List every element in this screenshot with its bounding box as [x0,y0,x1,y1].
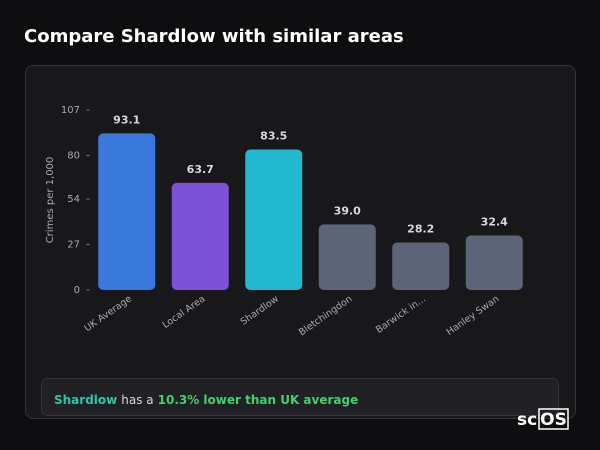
value-label: 63.7 [187,163,214,176]
value-label: 83.5 [260,130,287,143]
value-label: 39.0 [334,204,361,217]
bar [392,242,450,290]
y-tick-label: 80 [67,150,80,161]
bar [318,224,376,290]
logo-left: sc [517,410,537,430]
summary-highlight: 10.3% lower than UK average [158,393,359,407]
logo-boxed: OS [540,410,567,430]
y-axis-label: Crimes per 1,000 [45,157,56,244]
bar [245,149,303,290]
summary-box [41,378,559,416]
logo-box [538,408,569,430]
bar [465,235,523,290]
page-title: Compare Shardlow with similar areas [24,26,404,47]
value-label: 28.2 [407,223,434,236]
y-tick-label: 0 [74,285,80,296]
bar [171,182,229,290]
summary-area: Shardlow [54,393,117,407]
bar [98,133,156,290]
summary: Shardlow has a 10.3% lower than UK average [54,393,358,407]
summary-text: has a [121,393,153,407]
value-label: 32.4 [481,215,508,228]
y-tick-label: 54 [67,194,80,205]
y-tick-label: 107 [61,105,80,116]
value-label: 93.1 [113,113,140,126]
y-tick-label: 27 [67,240,80,251]
